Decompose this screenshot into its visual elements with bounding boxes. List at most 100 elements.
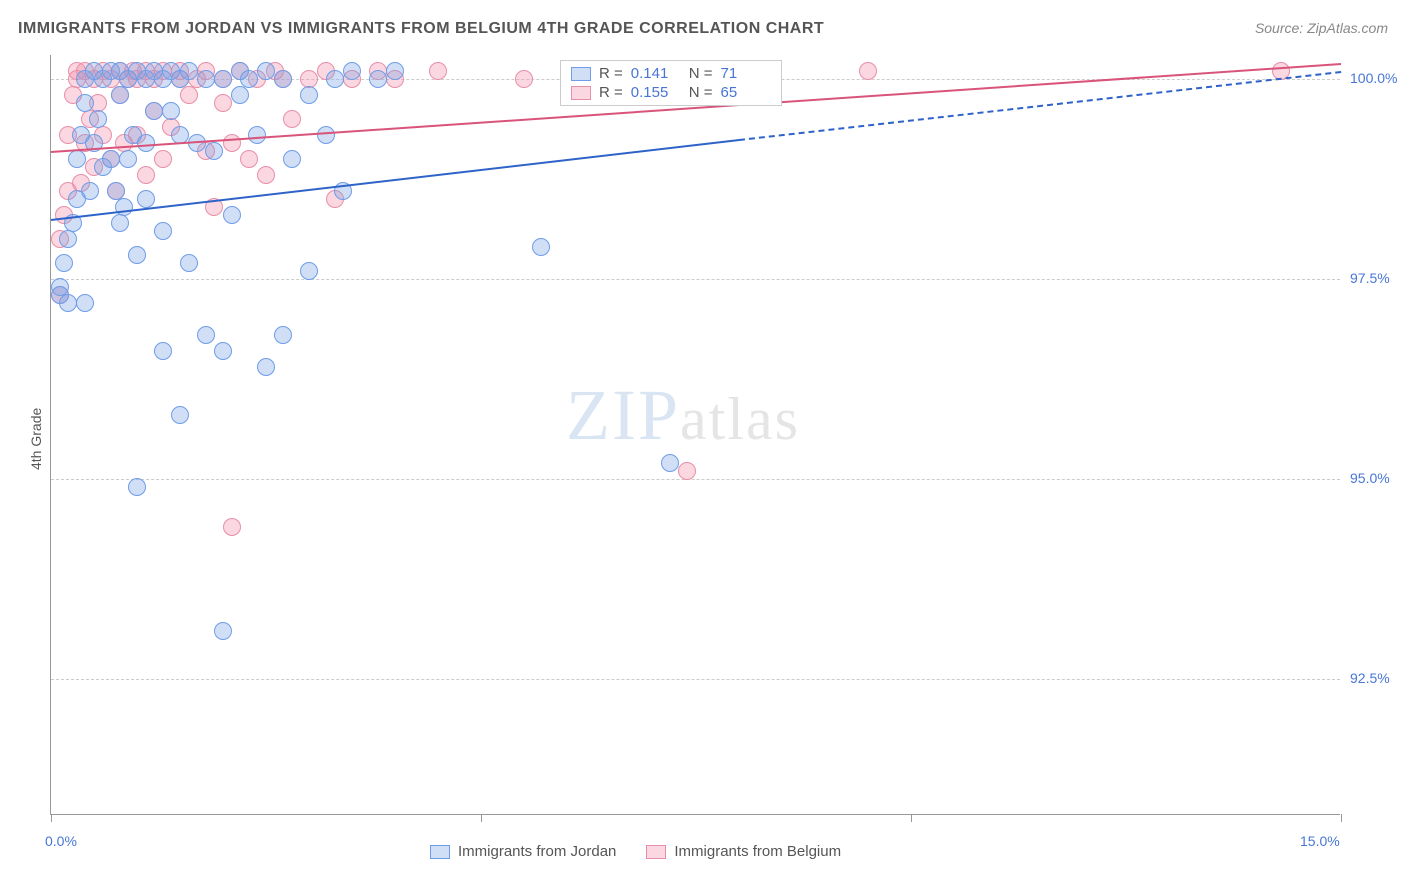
scatter-point <box>214 342 232 360</box>
x-tick <box>51 814 52 822</box>
scatter-point <box>81 182 99 200</box>
x-tick-label: 15.0% <box>1300 833 1340 849</box>
gridline <box>51 479 1340 480</box>
scatter-point <box>162 102 180 120</box>
chart-title: IMMIGRANTS FROM JORDAN VS IMMIGRANTS FRO… <box>18 20 824 38</box>
scatter-point <box>248 126 266 144</box>
scatter-point <box>180 254 198 272</box>
y-axis-label: 4th Grade <box>28 408 44 470</box>
scatter-point <box>532 238 550 256</box>
legend-stat-row: R =0.141N =71 <box>571 65 771 82</box>
scatter-point <box>678 462 696 480</box>
y-tick-label: 95.0% <box>1350 470 1390 486</box>
scatter-point <box>128 246 146 264</box>
scatter-point <box>214 94 232 112</box>
scatter-point <box>180 86 198 104</box>
scatter-point <box>283 150 301 168</box>
legend-swatch <box>571 86 591 100</box>
r-value: 0.155 <box>631 84 681 101</box>
scatter-point <box>180 62 198 80</box>
scatter-point <box>223 518 241 536</box>
scatter-point <box>137 166 155 184</box>
scatter-point <box>257 166 275 184</box>
scatter-point <box>231 86 249 104</box>
scatter-point <box>214 622 232 640</box>
n-label: N = <box>689 65 713 82</box>
x-tick <box>481 814 482 822</box>
scatter-point <box>205 142 223 160</box>
scatter-point <box>429 62 447 80</box>
scatter-point <box>76 294 94 312</box>
scatter-point <box>102 150 120 168</box>
scatter-point <box>154 342 172 360</box>
scatter-point <box>274 70 292 88</box>
scatter-point <box>257 62 275 80</box>
scatter-point <box>300 86 318 104</box>
scatter-point <box>111 214 129 232</box>
scatter-point <box>119 150 137 168</box>
scatter-point <box>343 62 361 80</box>
trend-line <box>739 71 1341 141</box>
scatter-point <box>154 222 172 240</box>
legend-item: Immigrants from Jordan <box>430 843 616 860</box>
scatter-point <box>317 126 335 144</box>
legend-item: Immigrants from Belgium <box>646 843 841 860</box>
scatter-point <box>661 454 679 472</box>
y-tick-label: 100.0% <box>1350 70 1397 86</box>
scatter-point <box>137 134 155 152</box>
n-value: 65 <box>721 84 771 101</box>
trend-line <box>51 139 739 221</box>
scatter-point <box>197 326 215 344</box>
scatter-point <box>214 70 232 88</box>
scatter-point <box>137 190 155 208</box>
r-label: R = <box>599 84 623 101</box>
r-value: 0.141 <box>631 65 681 82</box>
correlation-legend: R = 0.141 N = 71 R = 0.155 N = 65 <box>560 60 782 106</box>
scatter-point <box>154 150 172 168</box>
legend-label: Immigrants from Jordan <box>458 843 616 860</box>
scatter-point <box>111 86 129 104</box>
scatter-point <box>59 294 77 312</box>
scatter-point <box>55 254 73 272</box>
scatter-point <box>76 94 94 112</box>
scatter-point <box>89 110 107 128</box>
series-legend: Immigrants from Jordan Immigrants from Be… <box>430 843 841 860</box>
scatter-point <box>59 230 77 248</box>
gridline <box>51 279 1340 280</box>
scatter-point <box>171 406 189 424</box>
scatter-point <box>197 70 215 88</box>
y-tick-label: 97.5% <box>1350 270 1390 286</box>
scatter-point <box>300 262 318 280</box>
scatter-point <box>240 150 258 168</box>
scatter-point <box>283 110 301 128</box>
x-tick <box>1341 814 1342 822</box>
scatter-point <box>240 70 258 88</box>
scatter-point <box>145 102 163 120</box>
x-tick <box>911 814 912 822</box>
scatter-point <box>128 478 146 496</box>
legend-swatch <box>430 845 450 859</box>
x-tick-label: 0.0% <box>45 833 77 849</box>
legend-stat-row: R = 0.155 N = 65 <box>571 84 771 101</box>
source-label: Source: ZipAtlas.com <box>1255 20 1388 36</box>
scatter-point <box>274 326 292 344</box>
scatter-point <box>369 70 387 88</box>
scatter-point <box>68 150 86 168</box>
plot-area <box>50 55 1340 815</box>
legend-label: Immigrants from Belgium <box>674 843 841 860</box>
scatter-point <box>115 198 133 216</box>
scatter-point <box>223 206 241 224</box>
scatter-point <box>859 62 877 80</box>
gridline <box>51 679 1340 680</box>
scatter-point <box>257 358 275 376</box>
scatter-point <box>386 62 404 80</box>
y-tick-label: 92.5% <box>1350 670 1390 686</box>
scatter-point <box>223 134 241 152</box>
scatter-point <box>326 70 344 88</box>
n-label: N = <box>689 84 713 101</box>
n-value: 71 <box>721 65 771 82</box>
legend-swatch <box>571 67 591 81</box>
chart-container: IMMIGRANTS FROM JORDAN VS IMMIGRANTS FRO… <box>0 0 1406 892</box>
scatter-point <box>515 70 533 88</box>
legend-swatch <box>646 845 666 859</box>
